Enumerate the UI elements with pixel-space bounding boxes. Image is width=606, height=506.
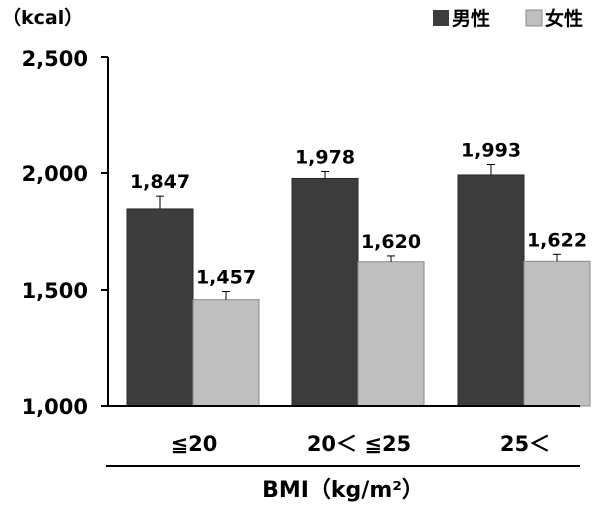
bar-male bbox=[291, 177, 359, 407]
bar-value-label: 1,847 bbox=[130, 171, 190, 193]
error-bar bbox=[487, 163, 495, 175]
bar-male bbox=[126, 208, 194, 407]
bar-female bbox=[192, 299, 260, 407]
bar-value-label: 1,457 bbox=[196, 267, 256, 289]
y-axis-ticks: 2,500 2,000 1,500 1,000 bbox=[22, 47, 88, 419]
error-bar bbox=[222, 291, 230, 300]
y-tick-label: 1,500 bbox=[22, 279, 88, 303]
bar-value-label: 1,993 bbox=[461, 139, 521, 161]
legend-label-female: 女性 bbox=[545, 7, 583, 30]
y-tick-label: 2,500 bbox=[22, 47, 88, 71]
x-category-label: ≦20 bbox=[171, 432, 218, 456]
y-tick-label: 1,000 bbox=[22, 395, 88, 419]
bar-value-label: 1,622 bbox=[527, 229, 587, 251]
bar-female bbox=[357, 261, 425, 407]
error-bar bbox=[156, 195, 164, 209]
x-axis-title: BMI（kg/m²） bbox=[262, 478, 424, 503]
error-bar bbox=[553, 253, 561, 262]
bar-value-label: 1,978 bbox=[295, 146, 355, 168]
x-category-label: 20＜ ≦25 bbox=[307, 432, 411, 456]
error-bar bbox=[321, 170, 329, 179]
y-tick-label: 2,000 bbox=[22, 162, 88, 186]
error-bar bbox=[387, 255, 395, 262]
legend-swatch-female bbox=[525, 9, 543, 27]
legend-label-male: 男性 bbox=[452, 7, 490, 30]
y-unit-label: （kcal） bbox=[2, 6, 83, 29]
legend: 男性 女性 bbox=[433, 7, 583, 30]
bar-male bbox=[457, 174, 525, 407]
bars-group: 1,847 1,978 1,993 1,457 1,620 1,622 bbox=[126, 139, 591, 407]
bar-female bbox=[523, 260, 591, 407]
x-category-label: 25＜ bbox=[500, 432, 550, 456]
x-axis-categories: ≦20 20＜ ≦25 25＜ bbox=[171, 432, 551, 456]
legend-swatch-male bbox=[433, 10, 449, 26]
y-axis-tick-marks bbox=[101, 56, 108, 407]
bar-value-label: 1,620 bbox=[361, 231, 421, 253]
